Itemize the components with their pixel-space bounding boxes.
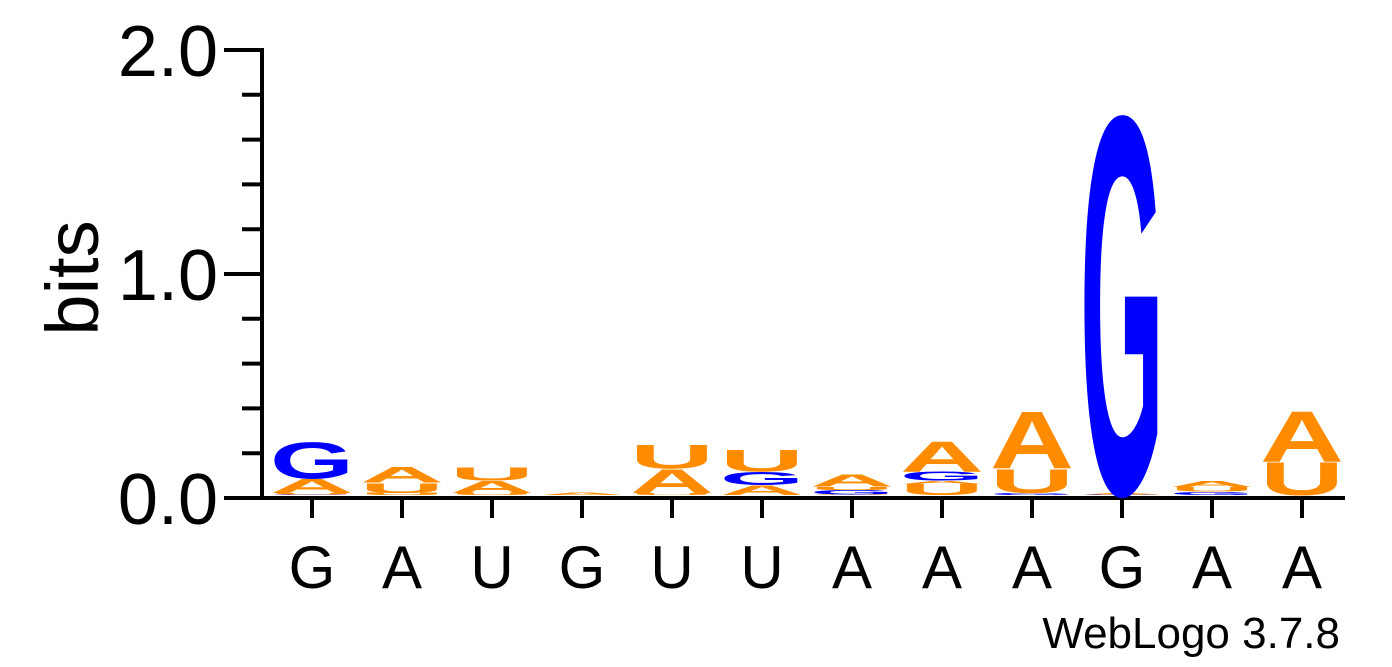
x-tick-label: U (650, 534, 693, 601)
logo-letter-u: U (810, 486, 894, 491)
logo-letter-a: A (630, 462, 714, 501)
logo-letter-u: U (1260, 452, 1344, 505)
logo-letter-a: A (270, 475, 354, 498)
x-tick-label: A (832, 534, 872, 601)
logo-letter-g: G (810, 489, 894, 496)
x-tick-label: A (922, 534, 962, 601)
weblogo-credit: WebLogo 3.7.8 (1042, 609, 1340, 658)
logo-letter-g: G (900, 469, 984, 483)
logo-letter-u: U (270, 493, 354, 495)
logo-letter-u: U (720, 443, 804, 478)
x-tick-label: G (289, 534, 336, 601)
logo-letter-a: A (900, 480, 984, 485)
logo-letter-a: A (360, 463, 444, 488)
y-tick-label: 1.0 (118, 236, 218, 316)
logo-letter-u: U (360, 480, 444, 496)
logo-letter-g: G (270, 494, 354, 495)
logo-letter-u: U (360, 492, 444, 495)
logo-letter-g: G (990, 493, 1074, 496)
logo-letter-a: A (900, 432, 984, 481)
y-tick-label: 2.0 (118, 12, 218, 92)
logo-letter-g: G (270, 432, 354, 490)
logo-letter-u: U (1170, 486, 1254, 493)
logo-letter-g: G (1080, 5, 1164, 609)
logo-letter-a: A (540, 492, 624, 495)
chart-axes: 0.01.02.0G A U G U U A A A G A A (118, 12, 1345, 601)
logo-letter-g: G (1080, 494, 1164, 495)
x-tick-label: A (1282, 534, 1322, 601)
logo-letter-a: A (990, 395, 1074, 486)
logo-letter-a: A (1080, 493, 1164, 495)
logo-letter-u: U (450, 464, 534, 485)
logo-letter-a: A (720, 482, 804, 498)
y-axis-label: bits (31, 220, 114, 335)
logo-letter-u: U (630, 493, 714, 496)
logo-letter-u: U (450, 492, 534, 495)
x-tick-label: G (1099, 534, 1146, 601)
logo-letter-a: A (810, 471, 894, 490)
logo-letter-u: U (630, 437, 714, 476)
y-tick-label: 0.0 (118, 460, 218, 540)
logo-letter-a: A (1260, 397, 1344, 477)
x-tick-label: G (559, 534, 606, 601)
x-tick-label: U (470, 534, 513, 601)
x-tick-label: A (382, 534, 422, 601)
logo-letter-u: U (990, 462, 1074, 501)
logo-letter-u: U (900, 481, 984, 498)
logo-letter-g: G (720, 468, 804, 489)
logo-letter-a: A (450, 477, 534, 496)
logo-letter-u: U (810, 494, 894, 495)
logo-letter-g: G (1170, 491, 1254, 496)
logo-letter-a: A (1170, 480, 1254, 489)
x-tick-label: A (1192, 534, 1232, 601)
x-tick-label: A (1012, 534, 1052, 601)
x-tick-label: U (740, 534, 783, 601)
